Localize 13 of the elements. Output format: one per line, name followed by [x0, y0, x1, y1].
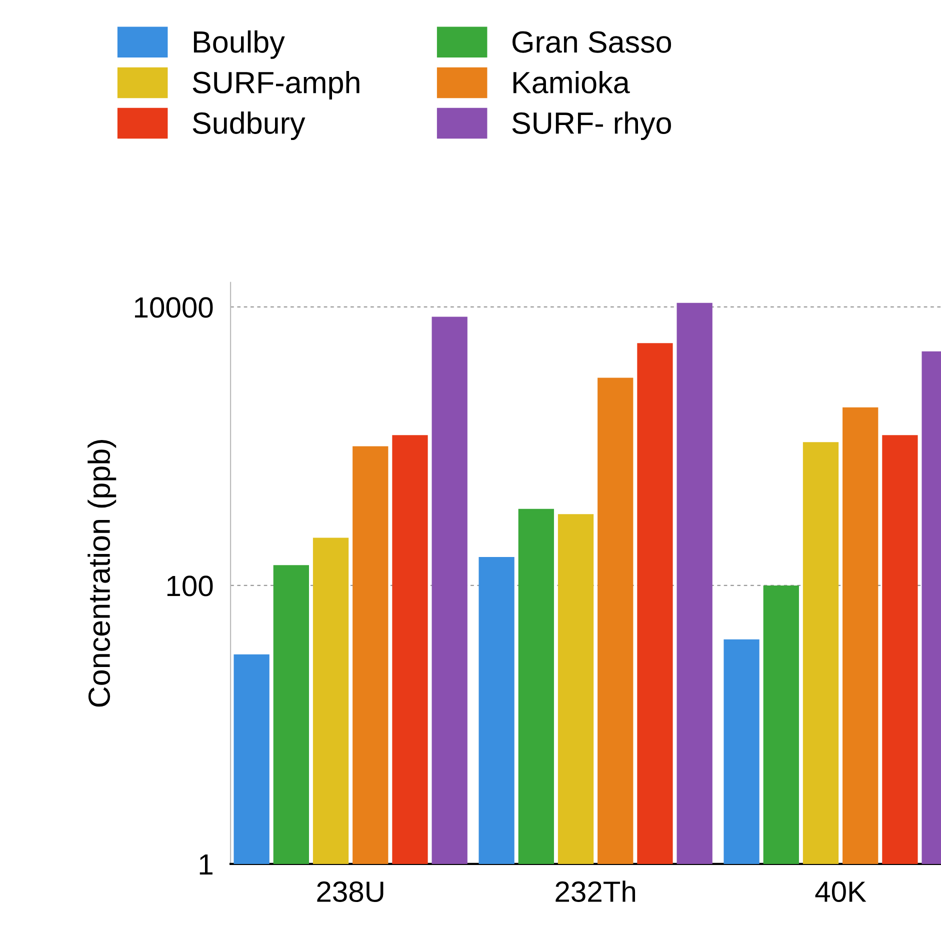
x-tick-label: 40K	[815, 881, 866, 902]
y-tick-label: 1	[200, 854, 212, 875]
y-tick-label: 10000	[135, 297, 213, 318]
legend-label: SURF-amph	[192, 70, 360, 100]
legend-label: Sudbury	[192, 112, 306, 140]
y-axis-title: Concentration (ppb)	[88, 440, 116, 707]
legend-label: Kamioka	[513, 70, 630, 94]
legend-label: Boulby	[194, 30, 285, 59]
legend-label: Gran Sasso	[512, 31, 672, 53]
y-tick-label: 100	[167, 576, 213, 596]
x-tick-label: 238U	[317, 881, 384, 902]
x-tick-label: 232Th	[556, 880, 636, 902]
legend-label: SURF- rhyo	[512, 112, 671, 140]
